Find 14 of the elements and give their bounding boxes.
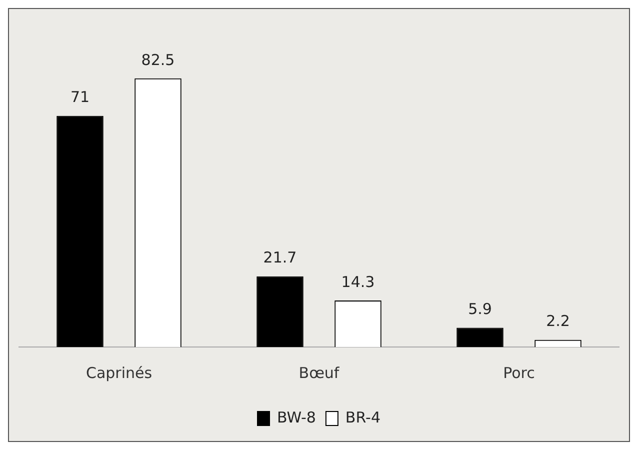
x-tick-label: Bœuf [298,364,340,382]
legend-label: BW-8 [277,408,316,426]
data-label: 82.5 [141,50,175,69]
data-label: 2.2 [546,312,570,330]
data-label: 71 [70,88,90,106]
legend-label: BR-4 [345,408,380,426]
data-label: 21.7 [263,248,297,267]
x-tick-label: Caprinés [86,364,152,382]
data-label: 5.9 [468,300,492,318]
bar [256,276,304,347]
bar [456,328,504,347]
x-tick-label: Porc [503,364,535,382]
data-label: 14.3 [341,272,375,291]
bar [56,116,104,347]
